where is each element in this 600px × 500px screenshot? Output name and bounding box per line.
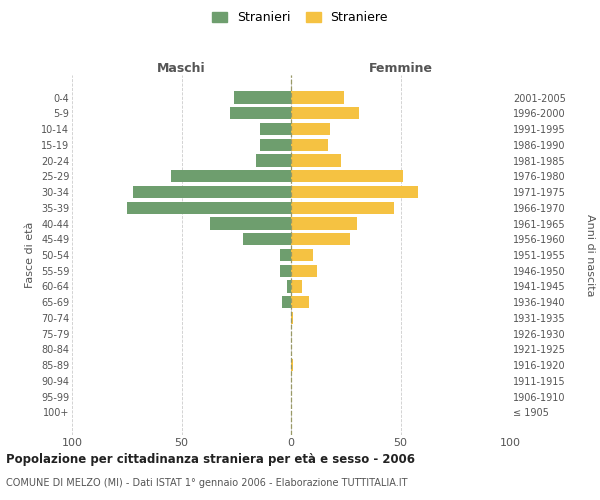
Bar — [291, 107, 359, 120]
Text: Femmine: Femmine — [368, 62, 433, 75]
Y-axis label: Anni di nascita: Anni di nascita — [585, 214, 595, 296]
Bar — [291, 138, 328, 151]
Text: COMUNE DI MELZO (MI) - Dati ISTAT 1° gennaio 2006 - Elaborazione TUTTITALIA.IT: COMUNE DI MELZO (MI) - Dati ISTAT 1° gen… — [6, 478, 407, 488]
Bar — [291, 154, 341, 166]
Bar — [230, 107, 291, 120]
Bar — [280, 249, 291, 261]
Bar — [291, 123, 331, 135]
Bar — [243, 233, 291, 245]
Bar — [291, 249, 313, 261]
Y-axis label: Fasce di età: Fasce di età — [25, 222, 35, 288]
Bar — [210, 218, 291, 230]
Bar — [291, 359, 293, 372]
Bar — [291, 202, 394, 214]
Bar — [260, 123, 291, 135]
Bar — [280, 264, 291, 277]
Bar — [291, 92, 344, 104]
Legend: Stranieri, Straniere: Stranieri, Straniere — [207, 6, 393, 29]
Bar — [291, 312, 293, 324]
Bar — [291, 170, 403, 182]
Bar — [291, 186, 418, 198]
Bar — [127, 202, 291, 214]
Bar — [282, 296, 291, 308]
Bar — [170, 170, 291, 182]
Bar — [291, 280, 302, 292]
Text: Popolazione per cittadinanza straniera per età e sesso - 2006: Popolazione per cittadinanza straniera p… — [6, 452, 415, 466]
Bar — [291, 218, 357, 230]
Bar — [133, 186, 291, 198]
Bar — [260, 138, 291, 151]
Bar — [291, 264, 317, 277]
Bar — [291, 296, 308, 308]
Bar — [234, 92, 291, 104]
Bar — [287, 280, 291, 292]
Text: Maschi: Maschi — [157, 62, 206, 75]
Bar — [256, 154, 291, 166]
Bar — [291, 233, 350, 245]
